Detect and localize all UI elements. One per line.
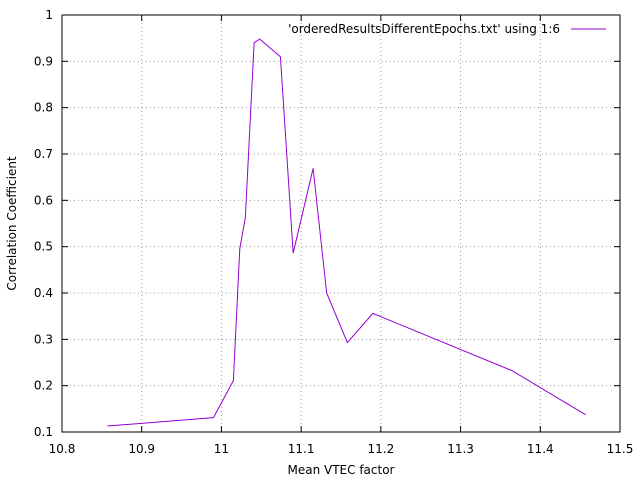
y-tick-label: 0.6 bbox=[34, 193, 53, 207]
y-tick-label: 0.5 bbox=[34, 240, 53, 254]
x-tick-label: 11.2 bbox=[367, 442, 394, 456]
legend-label: 'orderedResultsDifferentEpochs.txt' usin… bbox=[288, 22, 560, 36]
y-tick-label: 0.2 bbox=[34, 379, 53, 393]
y-tick-label: 0.4 bbox=[34, 286, 53, 300]
y-tick-label: 0.3 bbox=[34, 332, 53, 346]
legend: 'orderedResultsDifferentEpochs.txt' usin… bbox=[288, 22, 606, 36]
x-tick-label: 11.4 bbox=[527, 442, 554, 456]
y-tick-label: 0.9 bbox=[34, 54, 53, 68]
x-tick-label: 11.1 bbox=[288, 442, 315, 456]
y-tick-label: 0.8 bbox=[34, 101, 53, 115]
x-tick-label: 11 bbox=[214, 442, 229, 456]
x-axis-title: Mean VTEC factor bbox=[288, 463, 395, 477]
grid bbox=[62, 15, 620, 432]
tick-labels: 10.8 10.9 11 11.1 11.2 11.3 11.4 11.50.10.20.30… bbox=[34, 8, 633, 456]
series-layer bbox=[107, 38, 586, 427]
y-tick-label: 1 bbox=[45, 8, 53, 22]
x-tick-label: 11.3 bbox=[447, 442, 474, 456]
series-line bbox=[107, 38, 586, 427]
y-tick-label: 0.1 bbox=[34, 425, 53, 439]
plot-border bbox=[61, 14, 621, 433]
x-tick-label: 10.9 bbox=[128, 442, 155, 456]
y-tick-label: 0.7 bbox=[34, 147, 53, 161]
y-axis-title: Correlation Coefficient bbox=[5, 156, 19, 291]
x-tick-label: 11.5 bbox=[607, 442, 634, 456]
x-tick-label: 10.8 bbox=[49, 442, 76, 456]
axis-ticks bbox=[61, 14, 621, 433]
